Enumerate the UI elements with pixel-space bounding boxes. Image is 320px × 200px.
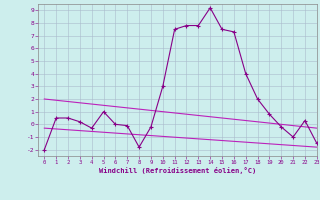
X-axis label: Windchill (Refroidissement éolien,°C): Windchill (Refroidissement éolien,°C) bbox=[99, 167, 256, 174]
